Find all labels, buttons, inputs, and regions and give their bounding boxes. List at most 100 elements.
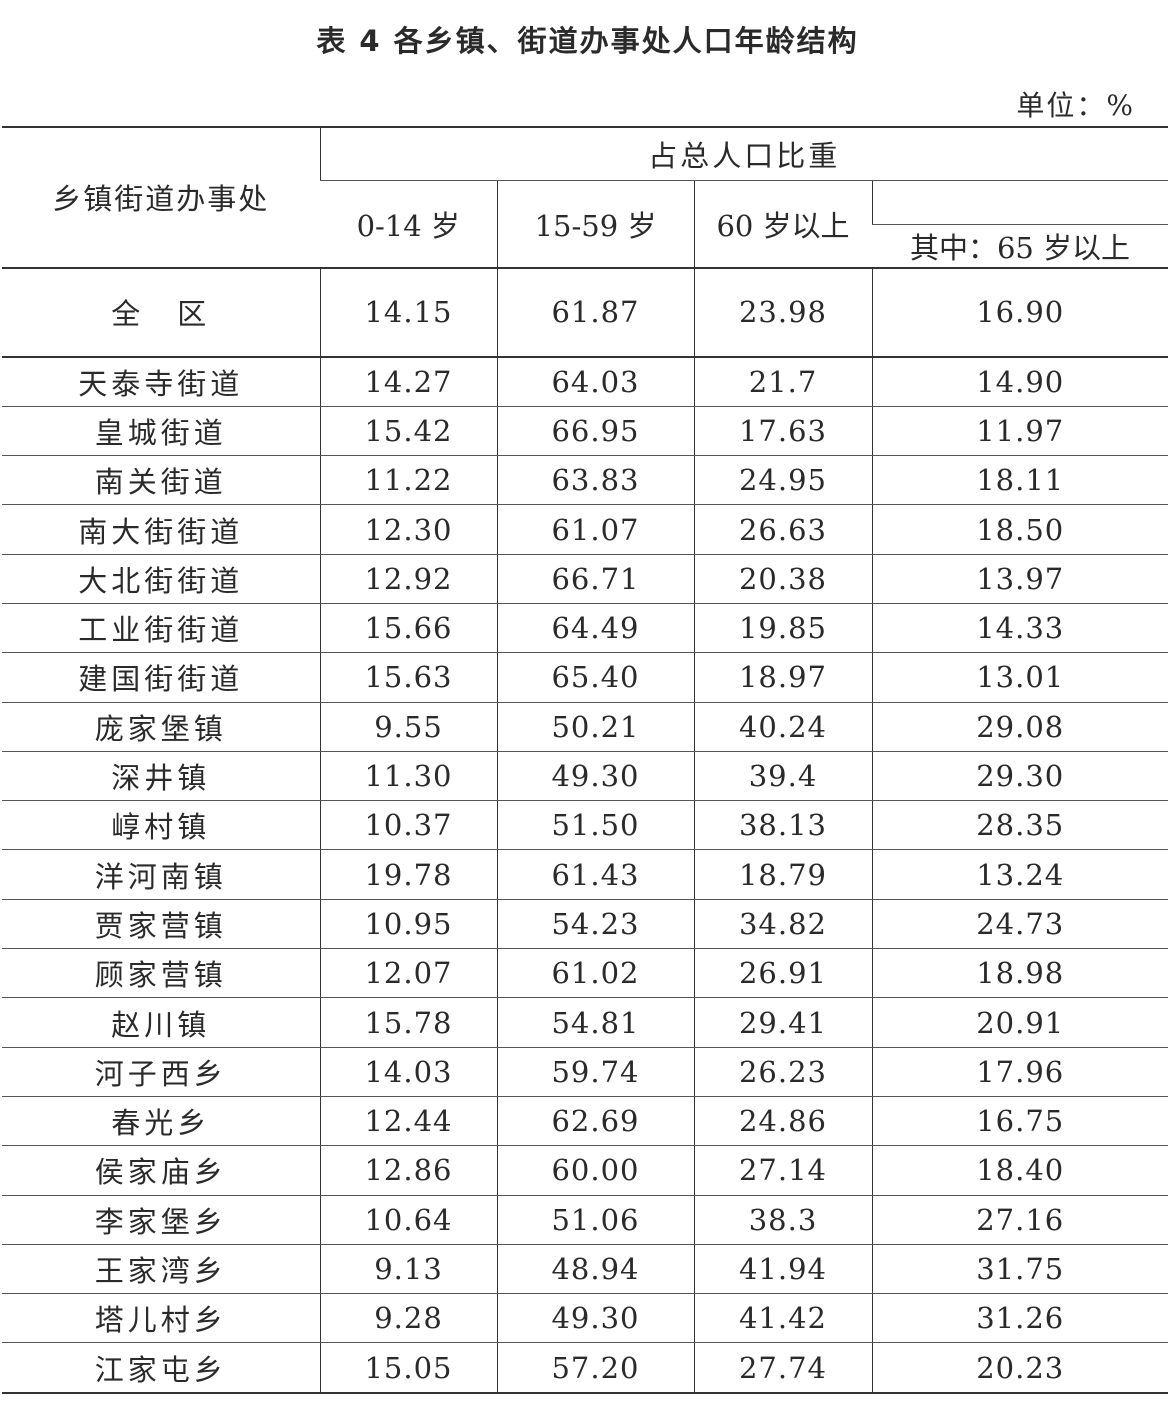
cell-0-14: 12.07 [319, 948, 497, 999]
age-structure-table: 乡镇街道办事处 占总人口比重 0-14 岁 15-59 岁 60 岁以上 其中：… [2, 126, 1169, 1394]
cell-15-59: 61.87 [496, 267, 694, 358]
cell-65-plus: 18.98 [871, 948, 1169, 999]
row-name: 庞家堡镇 [2, 702, 320, 752]
cell-15-59: 66.95 [496, 406, 694, 457]
header-col-60-plus: 60 岁以上 [693, 180, 872, 269]
cell-60-plus: 29.41 [693, 997, 872, 1048]
cell-0-14: 14.15 [319, 267, 497, 358]
cell-0-14: 9.55 [319, 702, 497, 752]
cell-15-59: 64.03 [496, 356, 694, 407]
cell-60-plus: 24.95 [693, 455, 872, 506]
cell-0-14: 14.27 [319, 356, 497, 407]
header-name-col: 乡镇街道办事处 [2, 126, 320, 269]
table-row: 王家湾乡 9.13 48.94 41.94 31.75 [2, 1244, 1169, 1295]
cell-15-59: 54.81 [496, 997, 694, 1048]
cell-0-14: 15.42 [319, 406, 497, 457]
table-row: 南大街街道 12.30 61.07 26.63 18.50 [2, 504, 1169, 555]
cell-60-plus: 18.79 [693, 849, 872, 900]
cell-0-14: 14.03 [319, 1047, 497, 1097]
header-col-65-plus: 其中：65 岁以上 [872, 224, 1169, 269]
cell-15-59: 61.07 [496, 504, 694, 555]
row-name: 全 区 [2, 267, 320, 358]
cell-0-14: 10.37 [319, 800, 497, 851]
cell-65-plus: 20.23 [871, 1342, 1169, 1394]
header-col-15-59: 15-59 岁 [496, 180, 694, 269]
cell-65-plus: 20.91 [871, 997, 1169, 1048]
cell-15-59: 51.50 [496, 800, 694, 851]
table-row: 庞家堡镇 9.55 50.21 40.24 29.08 [2, 702, 1169, 752]
cell-15-59: 60.00 [496, 1145, 694, 1196]
cell-60-plus: 18.97 [693, 652, 872, 703]
cell-15-59: 51.06 [496, 1195, 694, 1245]
cell-15-59: 66.71 [496, 554, 694, 604]
cell-60-plus: 38.13 [693, 800, 872, 851]
row-name: 深井镇 [2, 751, 320, 802]
cell-15-59: 49.30 [496, 1293, 694, 1344]
cell-0-14: 12.44 [319, 1096, 497, 1147]
table-row: 建国街街道 15.63 65.40 18.97 13.01 [2, 652, 1169, 703]
cell-65-plus: 27.16 [871, 1195, 1169, 1245]
row-name: 王家湾乡 [2, 1244, 320, 1295]
table-row: 洋河南镇 19.78 61.43 18.79 13.24 [2, 849, 1169, 900]
cell-65-plus: 14.90 [871, 356, 1169, 407]
table-row: 侯家庙乡 12.86 60.00 27.14 18.40 [2, 1145, 1169, 1196]
row-name: 南大街街道 [2, 504, 320, 555]
cell-60-plus: 19.85 [693, 603, 872, 654]
row-name: 顾家营镇 [2, 948, 320, 999]
table-row: 天泰寺街道 14.27 64.03 21.7 14.90 [2, 356, 1169, 407]
row-name: 崞村镇 [2, 800, 320, 851]
table-row: 河子西乡 14.03 59.74 26.23 17.96 [2, 1047, 1169, 1097]
row-name: 建国街街道 [2, 652, 320, 703]
cell-0-14: 12.30 [319, 504, 497, 555]
cell-65-plus: 28.35 [871, 800, 1169, 851]
table-title: 表 4 各乡镇、街道办事处人口年龄结构 [316, 24, 859, 58]
cell-15-59: 62.69 [496, 1096, 694, 1147]
cell-15-59: 65.40 [496, 652, 694, 703]
cell-60-plus: 26.91 [693, 948, 872, 999]
row-name: 天泰寺街道 [2, 356, 320, 407]
cell-0-14: 11.30 [319, 751, 497, 802]
cell-60-plus: 39.4 [693, 751, 872, 802]
cell-60-plus: 27.74 [693, 1342, 872, 1394]
row-name: 大北街街道 [2, 554, 320, 604]
cell-15-59: 64.49 [496, 603, 694, 654]
cell-0-14: 9.13 [319, 1244, 497, 1295]
cell-0-14: 9.28 [319, 1293, 497, 1344]
table-row: 李家堡乡 10.64 51.06 38.3 27.16 [2, 1195, 1169, 1245]
cell-0-14: 15.78 [319, 997, 497, 1048]
cell-65-plus: 18.50 [871, 504, 1169, 555]
row-name: 塔儿村乡 [2, 1293, 320, 1344]
cell-0-14: 15.05 [319, 1342, 497, 1394]
header-col-blank [871, 180, 1169, 225]
cell-65-plus: 13.01 [871, 652, 1169, 703]
table-row: 塔儿村乡 9.28 49.30 41.42 31.26 [2, 1293, 1169, 1344]
header-group: 占总人口比重 [319, 126, 1169, 181]
row-name: 李家堡乡 [2, 1195, 320, 1245]
table-row: 江家屯乡 15.05 57.20 27.74 20.23 [2, 1342, 1169, 1394]
row-name: 贾家营镇 [2, 899, 320, 950]
cell-65-plus: 16.75 [871, 1096, 1169, 1147]
cell-15-59: 49.30 [496, 751, 694, 802]
cell-15-59: 57.20 [496, 1342, 694, 1394]
cell-0-14: 15.66 [319, 603, 497, 654]
cell-0-14: 12.86 [319, 1145, 497, 1196]
cell-60-plus: 27.14 [693, 1145, 872, 1196]
table-row: 大北街街道 12.92 66.71 20.38 13.97 [2, 554, 1169, 604]
cell-60-plus: 41.94 [693, 1244, 872, 1295]
cell-65-plus: 29.08 [871, 702, 1169, 752]
cell-0-14: 10.64 [319, 1195, 497, 1245]
row-name: 南关街道 [2, 455, 320, 506]
cell-60-plus: 34.82 [693, 899, 872, 950]
cell-15-59: 59.74 [496, 1047, 694, 1097]
cell-60-plus: 38.3 [693, 1195, 872, 1245]
cell-60-plus: 40.24 [693, 702, 872, 752]
cell-15-59: 61.02 [496, 948, 694, 999]
table-row: 工业街街道 15.66 64.49 19.85 14.33 [2, 603, 1169, 654]
cell-0-14: 12.92 [319, 554, 497, 604]
table-row: 贾家营镇 10.95 54.23 34.82 24.73 [2, 899, 1169, 950]
cell-65-plus: 17.96 [871, 1047, 1169, 1097]
row-name: 江家屯乡 [2, 1342, 320, 1394]
cell-60-plus: 24.86 [693, 1096, 872, 1147]
cell-15-59: 61.43 [496, 849, 694, 900]
table-row: 皇城街道 15.42 66.95 17.63 11.97 [2, 406, 1169, 457]
